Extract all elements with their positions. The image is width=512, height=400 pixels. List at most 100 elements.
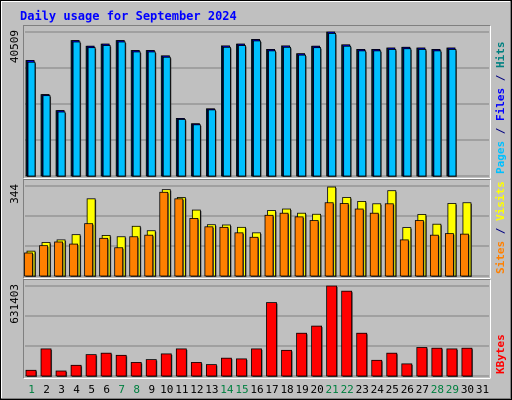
bar-sites xyxy=(264,214,274,277)
bar-kbytes xyxy=(130,362,142,377)
bar-kbytes xyxy=(221,357,232,377)
y-axis-label-part: Sites xyxy=(494,241,507,274)
bar-pages xyxy=(283,46,291,177)
y-tick-label: 40509 xyxy=(8,30,21,63)
x-tick-label: 20 xyxy=(311,383,324,396)
bar-pages xyxy=(57,111,66,177)
x-tick-label: 17 xyxy=(265,383,278,396)
panel-visits-sites: 344 Sites / Visits xyxy=(8,179,507,279)
x-tick-label: 30 xyxy=(461,383,474,396)
y-tick-label: 631403 xyxy=(8,284,21,324)
bar-sites xyxy=(429,234,439,277)
bar-sites xyxy=(24,252,33,277)
bar-kbytes xyxy=(326,285,338,377)
bar-sites xyxy=(204,226,214,277)
x-tick-label: 3 xyxy=(58,383,65,396)
y-axis-label-part: / xyxy=(494,221,507,241)
bar-sites xyxy=(54,241,63,277)
x-tick-label: 18 xyxy=(280,383,293,396)
bar-sites xyxy=(144,234,154,277)
bar-sites xyxy=(309,220,319,277)
bar-kbytes xyxy=(281,349,292,377)
x-tick-label: 24 xyxy=(371,383,385,396)
bar-pages xyxy=(343,45,352,177)
bar-sites xyxy=(324,202,334,277)
bar-pages xyxy=(117,41,126,177)
bar-kbytes xyxy=(40,348,52,377)
bar-sites xyxy=(460,233,469,277)
bar-kbytes xyxy=(401,363,413,377)
bar-pages xyxy=(253,40,261,177)
bar-sites xyxy=(99,237,109,277)
x-tick-label: 15 xyxy=(235,383,248,396)
bar-sites xyxy=(219,226,229,277)
x-tick-label: 9 xyxy=(148,383,155,396)
bar-kbytes xyxy=(25,369,37,377)
bar-sites xyxy=(114,247,124,277)
bar-sites xyxy=(39,245,48,277)
bar-kbytes xyxy=(296,332,307,377)
bar-kbytes xyxy=(100,352,112,377)
bar-pages xyxy=(192,124,201,177)
bar-kbytes xyxy=(251,348,262,377)
bar-kbytes xyxy=(341,290,353,377)
bar-pages xyxy=(147,51,156,177)
bar-sites xyxy=(414,220,424,277)
x-tick-label: 23 xyxy=(356,383,369,396)
bar-kbytes xyxy=(115,354,127,377)
x-tick-label: 16 xyxy=(250,383,263,396)
bar-kbytes xyxy=(431,347,443,377)
bar-sites xyxy=(69,243,78,277)
bar-sites xyxy=(399,239,409,277)
bar-pages xyxy=(448,49,457,177)
bar-sites xyxy=(384,203,394,277)
x-tick-label: 1 xyxy=(28,383,35,396)
chart-panels: 40509 Pages / Files / Hits 344 Sites / Visi… xyxy=(8,25,507,379)
bar-sites xyxy=(339,203,349,277)
bar-kbytes xyxy=(190,362,202,377)
bar-kbytes xyxy=(70,364,82,377)
bar-pages xyxy=(373,50,382,177)
bar-pages xyxy=(102,45,111,177)
bar-kbytes xyxy=(85,354,97,377)
x-tick-label: 2 xyxy=(43,383,50,396)
bar-sites xyxy=(369,212,379,277)
bar-pages xyxy=(223,46,231,177)
bar-kbytes xyxy=(205,364,217,377)
panel-kbytes: 631403 KBytes xyxy=(8,279,507,379)
bar-sites xyxy=(294,216,304,277)
bar-kbytes xyxy=(416,347,428,377)
bar-sites xyxy=(279,212,289,277)
bar-pages xyxy=(207,109,216,177)
bar-pages xyxy=(162,56,171,177)
x-tick-label: 26 xyxy=(401,383,414,396)
bar-pages xyxy=(358,50,367,177)
bar-pages xyxy=(403,48,412,177)
chart-title: Daily usage for September 2024 xyxy=(20,9,237,23)
bar-sites xyxy=(84,223,94,277)
y-axis-label-part: Files xyxy=(494,88,507,121)
bar-pages xyxy=(433,50,442,177)
y-axis-label-part: / xyxy=(494,68,507,88)
x-tick-label: 22 xyxy=(341,383,354,396)
y-axis-label-part: Pages xyxy=(494,141,507,174)
x-tick-label: 8 xyxy=(133,383,140,396)
bar-pages xyxy=(238,45,246,177)
bar-sites xyxy=(159,191,169,277)
y-axis-label: Sites / Visits xyxy=(494,181,507,274)
x-tick-label: 4 xyxy=(73,383,80,396)
bar-kbytes xyxy=(266,302,277,377)
bar-kbytes xyxy=(446,348,458,377)
x-tick-label: 19 xyxy=(295,383,308,396)
panel-hits-files: 40509 Pages / Files / Hits xyxy=(8,25,507,179)
y-tick-label: 344 xyxy=(8,184,21,204)
bar-pages xyxy=(388,49,397,177)
bar-kbytes xyxy=(160,353,172,377)
x-tick-label: 12 xyxy=(190,383,203,396)
bar-sites xyxy=(234,232,244,277)
x-tick-label: 27 xyxy=(416,383,429,396)
y-axis-label-part: Hits xyxy=(494,42,507,69)
x-tick-label: 6 xyxy=(103,383,110,396)
bar-sites xyxy=(129,236,139,277)
